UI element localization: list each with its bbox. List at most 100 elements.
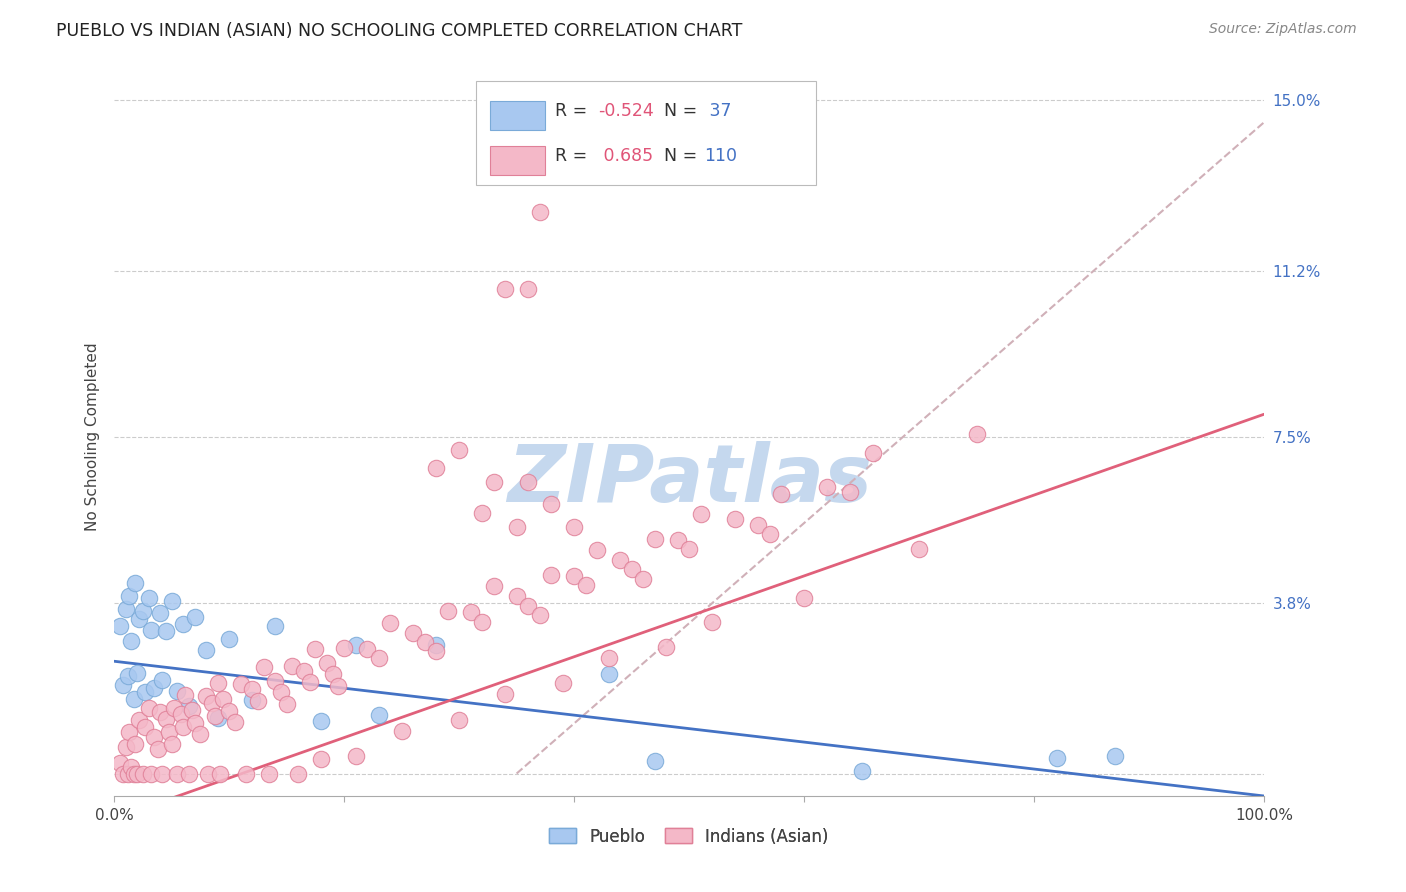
Point [378, 615, 401, 630]
Legend: Pueblo, Indians (Asian): Pueblo, Indians (Asian) [543, 821, 835, 853]
Text: 37: 37 [704, 103, 731, 120]
Point [190, 727, 212, 741]
Point [598, 651, 620, 665]
Point [118, 589, 141, 603]
Point [143, 681, 166, 696]
Point [309, 714, 332, 729]
Y-axis label: No Schooling Completed: No Schooling Completed [86, 343, 100, 531]
Point [118, 725, 141, 739]
Point [689, 507, 711, 521]
Point [195, 690, 218, 704]
Point [281, 659, 304, 673]
Point [292, 664, 315, 678]
Point [793, 591, 815, 606]
Point [112, 678, 135, 692]
Point [425, 644, 447, 658]
Point [170, 707, 193, 722]
Point [177, 766, 200, 780]
Point [436, 604, 458, 618]
Point [132, 604, 155, 618]
Point [494, 281, 516, 295]
Point [700, 615, 723, 629]
Point [505, 161, 527, 175]
Point [908, 541, 931, 556]
Point [134, 720, 156, 734]
Point [562, 569, 585, 583]
Point [160, 737, 183, 751]
Point [609, 553, 631, 567]
Point [322, 667, 344, 681]
Point [413, 635, 436, 649]
Point [117, 766, 139, 780]
Point [529, 607, 551, 622]
Text: ZIPatlas: ZIPatlas [506, 441, 872, 519]
Point [1104, 749, 1126, 764]
Point [218, 704, 240, 718]
Point [575, 578, 598, 592]
Point [240, 682, 263, 697]
Point [114, 601, 136, 615]
Point [172, 720, 194, 734]
Point [586, 542, 609, 557]
Point [134, 685, 156, 699]
Point [644, 532, 666, 546]
Text: -0.524: -0.524 [599, 103, 654, 120]
Point [108, 619, 131, 633]
Text: 110: 110 [704, 147, 737, 166]
FancyBboxPatch shape [491, 146, 546, 175]
Point [117, 669, 139, 683]
Point [112, 766, 135, 780]
Point [367, 651, 389, 665]
Point [966, 427, 988, 442]
Point [201, 696, 224, 710]
Point [517, 281, 540, 295]
Point [224, 715, 246, 730]
Point [208, 766, 231, 780]
Text: Source: ZipAtlas.com: Source: ZipAtlas.com [1209, 22, 1357, 37]
Point [328, 679, 350, 693]
Point [143, 730, 166, 744]
Point [517, 475, 540, 489]
Point [166, 766, 188, 780]
Point [287, 766, 309, 780]
Point [157, 724, 180, 739]
Point [1046, 751, 1069, 765]
Point [471, 615, 494, 629]
Point [183, 609, 205, 624]
Point [124, 737, 146, 751]
Point [529, 205, 551, 219]
Point [177, 698, 200, 713]
Point [270, 685, 292, 699]
Point [505, 519, 527, 533]
Point [120, 760, 142, 774]
Point [276, 697, 298, 711]
Point [235, 766, 257, 780]
Point [309, 752, 332, 766]
Point [195, 642, 218, 657]
Point [356, 641, 378, 656]
Point [758, 527, 780, 541]
Point [333, 640, 356, 655]
Point [172, 617, 194, 632]
Point [402, 625, 425, 640]
Point [851, 764, 873, 779]
Text: R =: R = [554, 103, 592, 120]
Point [678, 541, 700, 556]
Point [298, 675, 321, 690]
Point [344, 638, 367, 652]
Point [155, 713, 177, 727]
Point [160, 593, 183, 607]
Point [163, 700, 186, 714]
Point [449, 713, 471, 727]
Point [197, 766, 219, 780]
Point [152, 673, 174, 688]
Point [246, 693, 269, 707]
Point [482, 579, 505, 593]
Point [128, 612, 150, 626]
Point [471, 506, 494, 520]
FancyBboxPatch shape [491, 101, 546, 130]
Text: PUEBLO VS INDIAN (ASIAN) NO SCHOOLING COMPLETED CORRELATION CHART: PUEBLO VS INDIAN (ASIAN) NO SCHOOLING CO… [56, 22, 742, 40]
Point [862, 446, 884, 460]
Point [540, 497, 562, 511]
Point [460, 605, 482, 619]
